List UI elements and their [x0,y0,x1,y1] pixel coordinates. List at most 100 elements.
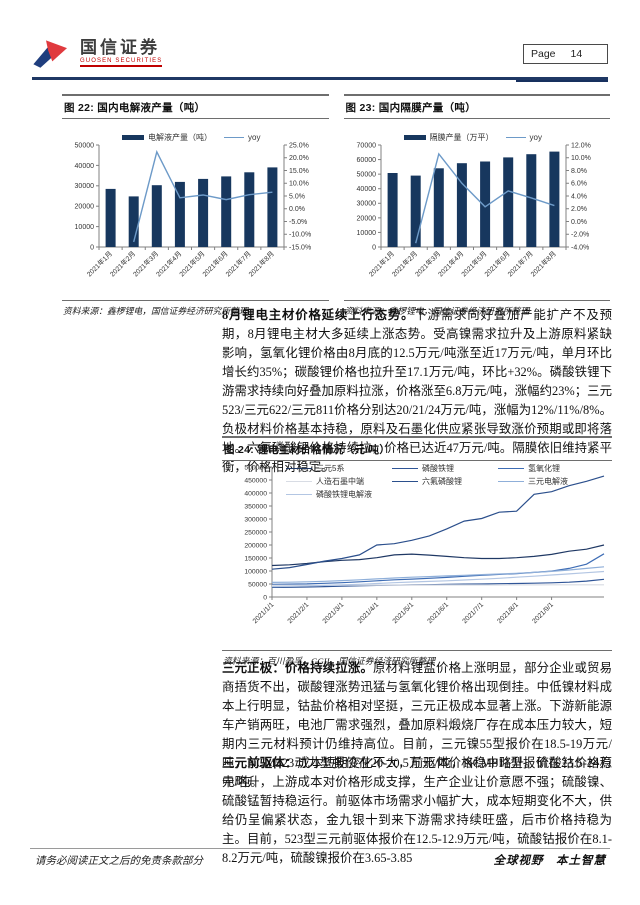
y-axis-tick-label: 500000 [244,464,267,471]
brand-logo: 国信证券 GUOSEN SECURITIES [32,36,608,70]
chart-bar [105,188,116,247]
left-axis-tick-label: 50000 [75,142,95,149]
chart-bar [244,172,255,247]
y-axis-tick-label: 250000 [244,529,267,536]
x-axis-tick-label: 2021/5/1 [392,601,416,625]
page-number: 14 [570,48,583,60]
chart-bar [456,163,467,247]
figure-row: 图 22: 国内电解液产量（吨） 0 10000 20000 30000 40000 50… [62,94,610,319]
left-axis-tick-label: 10000 [356,230,376,237]
footer-slogan: 全球视野 本土智慧 [493,855,606,867]
x-axis-tick-label: 2021年8月 [246,249,275,278]
fig22-svg: 0 10000 20000 30000 40000 50000 -15.0% -10.0% -5… [75,142,312,278]
right-axis-tick-label: -4.0% [571,244,589,251]
yoy-line [414,152,555,244]
figure-23-title: 图 23: 国内隔膜产量（吨） [343,94,610,119]
series-line-三元5系 [271,544,605,567]
x-axis-tick-label: 2021年8月 [528,249,557,278]
chart-bar [387,173,398,247]
page-label: Page [531,48,556,60]
figure-22-source: 资料来源：鑫椤锂电，国信证券经济研究所整理 [62,300,329,319]
header-rule-segment [516,79,608,82]
left-axis-tick-label: 30000 [356,201,376,208]
chart-bar [128,196,139,247]
series-line-磷酸铁锂电解液 [271,570,605,588]
right-axis-tick-label: 4.0% [571,193,587,200]
y-axis-tick-label: 150000 [244,555,267,562]
series-line-六氟磷酸锂 [271,475,605,570]
figure-23-chart: 0 10000 20000 30000 40000 50000 60000 70000 -4.0… [344,119,611,300]
footer-disclaimer: 请务必阅读正文之后的免责条款部分 [35,856,203,867]
brand-text-stack: 国信证券 GUOSEN SECURITIES [80,38,163,67]
right-axis-tick-label: 10.0% [289,181,309,188]
figure-24-title: 图 24: 锂电主材价格情况（元/吨） [222,436,612,461]
chart-bar [174,181,185,247]
chart-bar [502,157,513,247]
right-axis-tick-label: 0.0% [289,206,305,213]
figure-24: 图 24: 锂电主材价格情况（元/吨） 0 50000 100000 150000 20… [222,436,612,669]
left-axis-tick-label: 30000 [75,183,95,190]
fig23-svg: 0 10000 20000 30000 40000 50000 60000 70000 -4.0… [356,142,591,278]
left-axis-tick-label: 0 [90,244,94,251]
right-axis-tick-label: 8.0% [571,168,587,175]
x-axis-tick-label: 2021/3/1 [322,601,346,625]
chart-bar [479,161,490,247]
right-axis-tick-label: 15.0% [289,168,309,175]
paragraph-3-lead: 三元前驱体： [222,756,298,770]
y-axis-tick-label: 0 [263,594,267,601]
y-axis-tick-label: 200000 [244,542,267,549]
chart-bar [433,168,444,247]
left-axis-tick-label: 40000 [75,163,95,170]
brand-name: 国信证券 [80,38,160,58]
x-axis-tick-label: 2021/1/1 [252,601,276,625]
chart-bar [525,154,536,247]
paragraph-3-text: 成本短期变化不大，前驱体价格稳中略升。硫酸钴价格稳中略升，上游成本对价格形成支撑… [222,756,613,865]
chart-bar [548,151,559,247]
page-header: 国信证券 GUOSEN SECURITIES Page 14 [32,36,608,76]
right-axis-tick-label: 25.0% [289,142,309,149]
x-axis-tick-label: 2021/8/1 [496,601,520,625]
left-axis-tick-label: 50000 [356,172,376,179]
left-axis-tick-label: 20000 [356,215,376,222]
right-axis-tick-label: -5.0% [289,219,307,226]
right-axis-tick-label: 10.0% [571,155,591,162]
paragraph-3: 三元前驱体：成本短期变化不大，前驱体价格稳中略升。硫酸钴价格稳中略升，上游成本对… [222,754,612,868]
header-rule [32,77,608,80]
x-axis-tick-label: 2021/9/1 [531,601,555,625]
page-number-box: Page 14 [523,44,608,64]
paragraph-1: 8月锂电主材价格延续上行态势。下游需求向好叠加产能扩产不及预期，8月锂电主材大多… [222,306,612,477]
right-axis-tick-label: 5.0% [289,193,305,200]
left-axis-tick-label: 60000 [356,157,376,164]
yoy-line [133,149,273,243]
y-axis-tick-label: 400000 [244,490,267,497]
figure-23: 图 23: 国内隔膜产量（吨） 0 10000 20000 30000 40000 500… [343,94,611,319]
y-axis-tick-label: 300000 [244,516,267,523]
left-axis-tick-label: 40000 [356,186,376,193]
figure-22: 图 22: 国内电解液产量（吨） 0 10000 20000 30000 40000 50… [62,94,329,319]
paragraph-2: 三元正极：价格持续拉涨。原材料锂盐价格上涨明显，部分企业或贸易商捂货不出，碳酸锂… [222,659,612,792]
left-axis-tick-label: 0 [372,244,376,251]
y-axis-tick-label: 50000 [248,581,267,588]
left-axis-tick-label: 70000 [356,142,376,149]
chart-bar [221,176,232,247]
x-axis-tick-label: 2021/2/1 [287,601,311,625]
left-axis-tick-label: 10000 [75,224,95,231]
right-axis-tick-label: 12.0% [571,142,591,149]
right-axis-tick-label: 2.0% [571,206,587,213]
paragraph-1-lead: 8月锂电主材价格延续上行态势。 [222,308,415,322]
figure-22-chart: 0 10000 20000 30000 40000 50000 -15.0% -10.0% -5… [62,119,329,300]
guosen-logo-icon [33,40,67,68]
x-axis-tick-label: 2021/4/1 [357,601,381,625]
paragraph-2-text: 原材料锂盐价格上涨明显，部分企业或贸易商捂货不出，碳酸锂涨势迅猛与氢氧化锂价格出… [222,661,613,789]
y-axis-tick-label: 450000 [244,477,267,484]
series-line-三元电解液 [271,566,605,583]
right-axis-tick-label: 0.0% [571,219,587,226]
right-axis-tick-label: 6.0% [571,181,587,188]
chart-bar [198,178,209,247]
brand-subtitle: GUOSEN SECURITIES [80,58,163,67]
series-line-氢氧化锂 [271,553,605,585]
y-axis-tick-label: 100000 [244,568,267,575]
chart-bar [151,185,162,247]
x-axis-tick-label: 2021/7/1 [461,601,485,625]
right-axis-tick-label: -15.0% [289,244,311,251]
